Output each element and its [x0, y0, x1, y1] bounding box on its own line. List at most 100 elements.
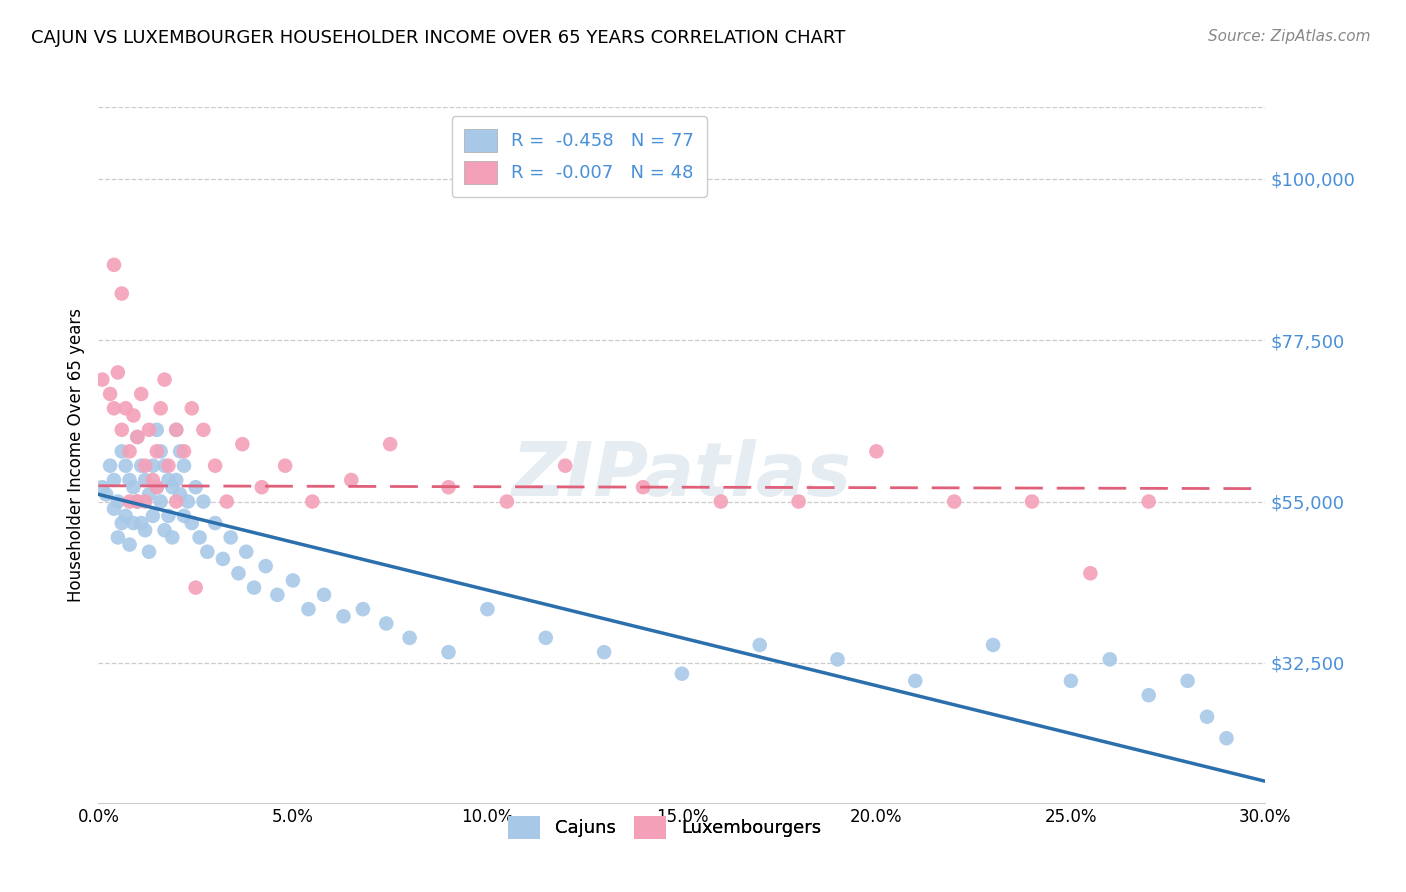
Point [114, 458, 136, 473]
Point [1195, 710, 1218, 724]
Point [215, 494, 238, 508]
Y-axis label: Householder Income Over 65 years: Householder Income Over 65 years [66, 308, 84, 602]
Point [631, 480, 654, 494]
Point [111, 516, 134, 530]
Legend: Cajuns, Luxembourgers: Cajuns, Luxembourgers [501, 808, 828, 846]
Point [134, 494, 156, 508]
Point [180, 516, 202, 530]
Point [173, 508, 195, 523]
Point [671, 666, 693, 681]
Point [153, 523, 176, 537]
Point [122, 516, 145, 530]
Point [173, 458, 195, 473]
Text: ZIPatlas: ZIPatlas [512, 439, 852, 512]
Point [114, 401, 136, 416]
Point [477, 602, 499, 616]
Point [380, 437, 402, 451]
Point [231, 437, 253, 451]
Point [981, 638, 1004, 652]
Point [554, 458, 576, 473]
Point [127, 494, 149, 508]
Point [710, 494, 733, 508]
Point [375, 616, 398, 631]
Point [103, 473, 125, 487]
Point [138, 487, 160, 501]
Point [138, 423, 160, 437]
Point [312, 588, 335, 602]
Point [142, 458, 165, 473]
Point [142, 508, 165, 523]
Point [204, 458, 226, 473]
Point [352, 602, 374, 616]
Point [235, 545, 257, 559]
Point [1215, 731, 1237, 746]
Point [165, 494, 187, 508]
Point [103, 258, 125, 272]
Point [243, 581, 266, 595]
Point [177, 494, 200, 508]
Point [127, 494, 149, 508]
Point [111, 286, 134, 301]
Point [1021, 494, 1043, 508]
Point [129, 387, 152, 401]
Point [340, 473, 363, 487]
Point [184, 581, 207, 595]
Point [103, 401, 125, 416]
Point [437, 480, 460, 494]
Point [398, 631, 420, 645]
Point [103, 501, 125, 516]
Point [111, 423, 134, 437]
Point [1080, 566, 1102, 581]
Point [138, 545, 160, 559]
Point [153, 458, 176, 473]
Point [173, 444, 195, 458]
Point [162, 480, 184, 494]
Point [193, 423, 215, 437]
Point [169, 487, 191, 501]
Point [118, 444, 141, 458]
Point [134, 473, 156, 487]
Point [149, 494, 172, 508]
Point [437, 645, 460, 659]
Point [149, 444, 172, 458]
Point [1098, 652, 1121, 666]
Point [134, 458, 156, 473]
Point [118, 538, 141, 552]
Text: CAJUN VS LUXEMBOURGER HOUSEHOLDER INCOME OVER 65 YEARS CORRELATION CHART: CAJUN VS LUXEMBOURGER HOUSEHOLDER INCOME… [31, 29, 845, 47]
Point [266, 588, 288, 602]
Point [748, 638, 770, 652]
Point [228, 566, 250, 581]
Point [193, 494, 215, 508]
Point [184, 480, 207, 494]
Point [153, 373, 176, 387]
Point [162, 530, 184, 544]
Point [157, 473, 180, 487]
Point [165, 423, 187, 437]
Point [111, 444, 134, 458]
Point [149, 401, 172, 416]
Point [281, 574, 304, 588]
Point [146, 423, 169, 437]
Point [98, 387, 121, 401]
Text: Source: ZipAtlas.com: Source: ZipAtlas.com [1208, 29, 1371, 45]
Point [118, 494, 141, 508]
Point [787, 494, 810, 508]
Point [250, 480, 273, 494]
Point [943, 494, 966, 508]
Point [301, 494, 323, 508]
Point [165, 473, 187, 487]
Point [91, 373, 114, 387]
Point [122, 409, 145, 423]
Point [122, 480, 145, 494]
Point [188, 530, 211, 544]
Point [107, 494, 129, 508]
Point [827, 652, 849, 666]
Point [142, 473, 165, 487]
Point [157, 458, 180, 473]
Point [1060, 673, 1083, 688]
Point [180, 401, 202, 416]
Point [254, 559, 277, 574]
Point [114, 508, 136, 523]
Point [129, 516, 152, 530]
Point [204, 516, 226, 530]
